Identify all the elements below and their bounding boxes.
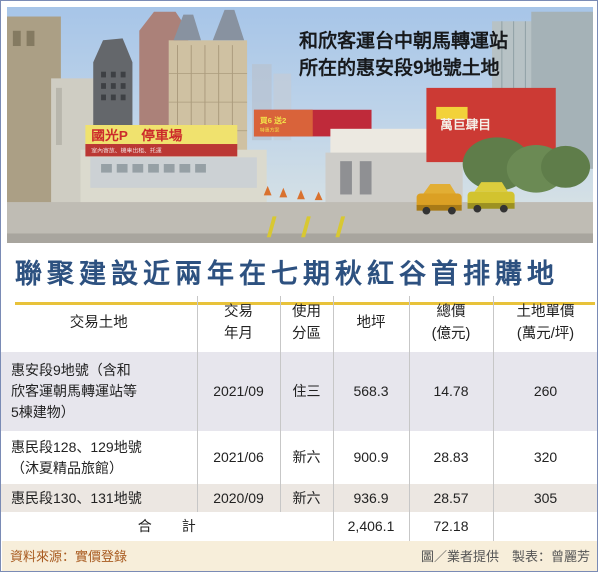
svg-text:萬巨肆目: 萬巨肆目 [440, 117, 491, 132]
svg-text:買6 送2: 買6 送2 [260, 115, 287, 125]
svg-text:國光P 停車場: 國光P 停車場 [91, 127, 183, 143]
svg-text:室內寄放、機車出租、托運: 室內寄放、機車出租、托運 [91, 147, 162, 155]
svg-text:特惠方案: 特惠方案 [260, 127, 280, 134]
